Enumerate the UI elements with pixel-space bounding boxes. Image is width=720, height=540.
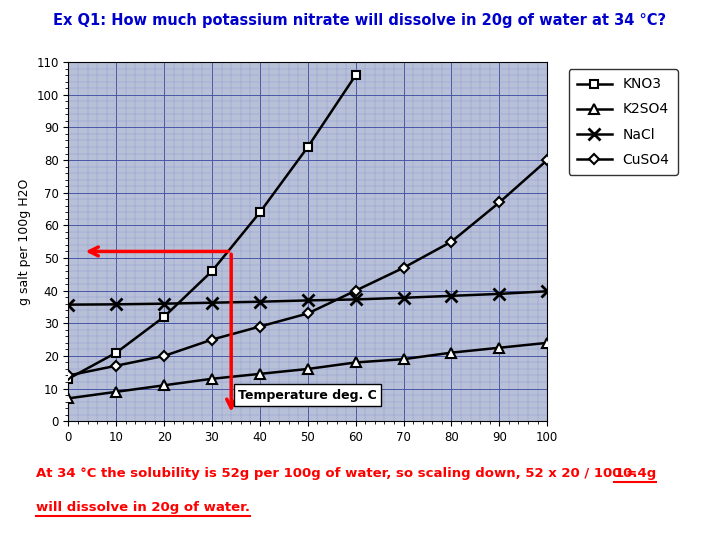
KNO3	[64, 375, 73, 382]
Text: 10.4g: 10.4g	[614, 467, 657, 480]
KNO3	[112, 349, 121, 356]
K2SO4	[304, 366, 312, 372]
Legend: KNO3, K2SO4, NaCl, CuSO4: KNO3, K2SO4, NaCl, CuSO4	[569, 69, 678, 175]
NaCl	[64, 301, 73, 308]
NaCl	[256, 299, 264, 305]
Y-axis label: g salt per 100g H2O: g salt per 100g H2O	[18, 178, 31, 305]
NaCl	[543, 288, 552, 294]
K2SO4	[208, 375, 217, 382]
Line: NaCl: NaCl	[63, 286, 553, 310]
CuSO4	[160, 353, 168, 359]
CuSO4	[543, 157, 552, 163]
CuSO4	[64, 372, 73, 379]
KNO3	[304, 144, 312, 150]
K2SO4	[495, 345, 504, 351]
CuSO4	[495, 199, 504, 206]
K2SO4	[256, 370, 264, 377]
KNO3	[208, 268, 217, 274]
KNO3	[160, 314, 168, 320]
NaCl	[351, 296, 360, 303]
Line: CuSO4: CuSO4	[65, 157, 551, 379]
CuSO4	[400, 265, 408, 271]
NaCl	[208, 300, 217, 306]
CuSO4	[112, 362, 121, 369]
Text: At 34 °C the solubility is 52g per 100g of water, so scaling down, 52 x 20 / 100: At 34 °C the solubility is 52g per 100g …	[36, 467, 642, 480]
K2SO4	[400, 356, 408, 362]
NaCl	[112, 301, 121, 308]
Text: Temperature deg. C: Temperature deg. C	[238, 389, 377, 402]
Text: will dissolve in 20g of water.: will dissolve in 20g of water.	[36, 501, 250, 514]
K2SO4	[64, 395, 73, 402]
NaCl	[447, 293, 456, 299]
KNO3	[256, 209, 264, 215]
CuSO4	[304, 310, 312, 316]
NaCl	[400, 294, 408, 301]
K2SO4	[447, 349, 456, 356]
K2SO4	[543, 340, 552, 346]
Line: K2SO4: K2SO4	[63, 338, 552, 403]
CuSO4	[447, 239, 456, 245]
Text: Ex Q1: How much potassium nitrate will dissolve in 20g of water at 34 °C?: Ex Q1: How much potassium nitrate will d…	[53, 14, 667, 29]
KNO3	[351, 72, 360, 78]
CuSO4	[351, 287, 360, 294]
K2SO4	[112, 389, 121, 395]
CuSO4	[208, 336, 217, 343]
CuSO4	[256, 323, 264, 330]
K2SO4	[351, 359, 360, 366]
NaCl	[304, 297, 312, 303]
Line: KNO3: KNO3	[64, 71, 360, 383]
NaCl	[495, 291, 504, 297]
K2SO4	[160, 382, 168, 389]
NaCl	[160, 300, 168, 307]
